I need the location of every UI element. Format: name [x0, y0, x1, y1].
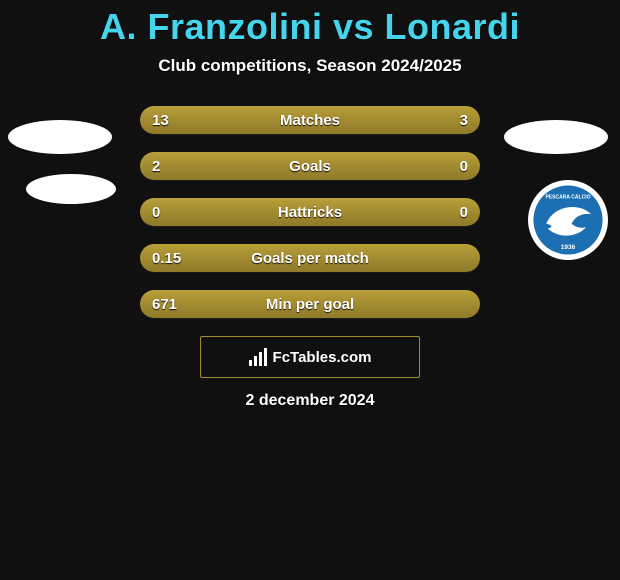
stat-fill-left	[140, 106, 412, 134]
stat-fill-left	[140, 290, 480, 318]
subtitle: Club competitions, Season 2024/2025	[0, 56, 620, 76]
stat-fill-left	[140, 198, 310, 226]
stat-fill-left	[140, 152, 480, 180]
brand-label: FcTables.com	[273, 349, 372, 366]
stat-fill-right	[310, 198, 480, 226]
brand-badge[interactable]: FcTables.com	[200, 336, 420, 378]
stats-panel: 13 Matches 3 2 Goals 0 0 Hattricks 0 0.1…	[0, 106, 620, 410]
date-label: 2 december 2024	[140, 392, 480, 410]
stat-row: 671 Min per goal	[140, 290, 480, 318]
bars-icon	[249, 348, 267, 366]
stat-row: 0 Hattricks 0	[140, 198, 480, 226]
stat-row: 0.15 Goals per match	[140, 244, 480, 272]
page-title: A. Franzolini vs Lonardi	[0, 0, 620, 50]
comparison-card: A. Franzolini vs Lonardi Club competitio…	[0, 0, 620, 410]
stat-row: 2 Goals 0	[140, 152, 480, 180]
stat-fill-left	[140, 244, 480, 272]
stat-fill-right	[412, 106, 480, 134]
stat-row: 13 Matches 3	[140, 106, 480, 134]
